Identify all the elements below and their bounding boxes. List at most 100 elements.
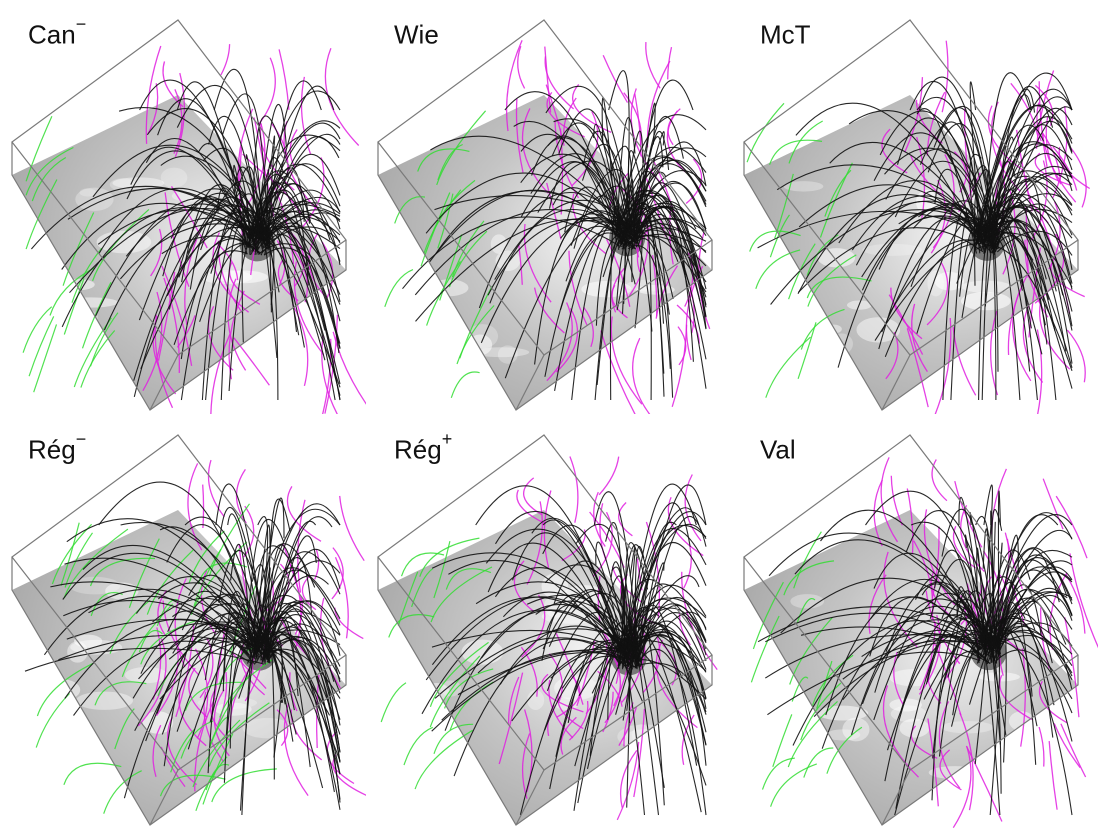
field-line [977, 639, 1002, 794]
open-field-line [334, 557, 349, 639]
field-line [553, 560, 633, 652]
open-field-line [257, 57, 276, 126]
box-edge [881, 769, 911, 826]
open-field-line [212, 232, 250, 313]
open-field-line [890, 287, 923, 340]
field-line [250, 543, 316, 647]
open-field-line [931, 459, 948, 502]
open-field-line [403, 726, 434, 766]
open-field-line [868, 574, 887, 634]
open-field-line [592, 511, 613, 577]
open-field-line [498, 672, 524, 765]
open-field-line [906, 488, 914, 555]
open-field-line [568, 250, 588, 326]
field-line [264, 209, 341, 242]
panel-label: Rég− [28, 429, 87, 465]
field-line [630, 223, 707, 253]
open-field-line [906, 328, 929, 408]
open-field-line [911, 303, 928, 373]
box-floor [12, 95, 346, 410]
field-line [995, 176, 1073, 238]
open-field-line [598, 456, 620, 496]
field-line [255, 237, 279, 401]
open-field-line [283, 702, 309, 796]
open-field-line [541, 673, 584, 713]
box-edge [149, 354, 179, 411]
open-field-line [331, 547, 344, 600]
open-field-line [556, 675, 581, 718]
field-line [985, 143, 1073, 233]
open-field-line [826, 726, 863, 774]
field-line [985, 223, 1034, 261]
field-line [984, 96, 1073, 254]
open-field-line [220, 44, 231, 76]
open-field-line [904, 77, 924, 153]
field-line [987, 635, 1073, 667]
field-line [618, 202, 707, 242]
box-edge [149, 769, 179, 826]
open-field-line [49, 267, 95, 316]
open-field-line [394, 196, 426, 224]
field-line [976, 641, 1001, 816]
field-line [605, 522, 624, 670]
field-line [431, 596, 630, 666]
field-line [66, 518, 257, 644]
open-field-line [332, 331, 366, 405]
open-field-line [1058, 146, 1091, 190]
open-field-line [930, 179, 946, 254]
open-field-line [297, 499, 306, 593]
box-floor [12, 510, 346, 825]
open-field-line [180, 720, 214, 759]
open-field-line [63, 278, 85, 335]
open-field-line [433, 540, 451, 599]
open-field-line [210, 334, 231, 414]
field-line [976, 547, 986, 649]
field-line [138, 192, 259, 321]
field-line [635, 182, 707, 308]
open-field-line [128, 538, 160, 608]
open-field-line [176, 315, 196, 348]
open-field-line [192, 719, 241, 788]
open-field-line [166, 716, 198, 786]
field-line [444, 609, 633, 731]
open-field-line [94, 681, 147, 706]
field-line [997, 490, 1001, 658]
open-field-line [882, 685, 919, 778]
open-field-line [507, 676, 520, 724]
box-edge [515, 769, 545, 826]
field-line [504, 225, 618, 379]
box-floor [744, 510, 1078, 825]
field-line [873, 552, 986, 645]
open-field-line [746, 102, 785, 163]
open-field-line [420, 192, 451, 267]
field-line [414, 209, 636, 296]
field-line [623, 194, 686, 269]
field-line [542, 524, 627, 669]
open-field-line [1048, 741, 1058, 810]
open-field-line [1038, 680, 1068, 724]
field-line [874, 243, 999, 341]
field-line [632, 79, 694, 245]
open-field-line [752, 581, 784, 650]
field-line [765, 634, 985, 679]
open-field-line [161, 265, 193, 366]
open-field-line [114, 708, 135, 750]
open-field-line [548, 653, 563, 702]
floor-blotch [1008, 711, 1035, 731]
field-line [977, 629, 1073, 677]
box-floor [378, 95, 712, 410]
open-field-line [787, 700, 838, 768]
field-line [233, 165, 250, 248]
open-field-line [278, 49, 290, 110]
open-field-line [791, 676, 809, 702]
field-line [780, 577, 992, 642]
field-line [922, 190, 987, 236]
open-field-line [952, 525, 976, 569]
field-line [256, 133, 341, 240]
open-field-line [881, 128, 908, 174]
floor-blotch [69, 576, 121, 595]
open-field-line [170, 186, 208, 249]
field-line [170, 198, 265, 242]
open-field-line [543, 490, 552, 569]
field-line [623, 631, 707, 699]
